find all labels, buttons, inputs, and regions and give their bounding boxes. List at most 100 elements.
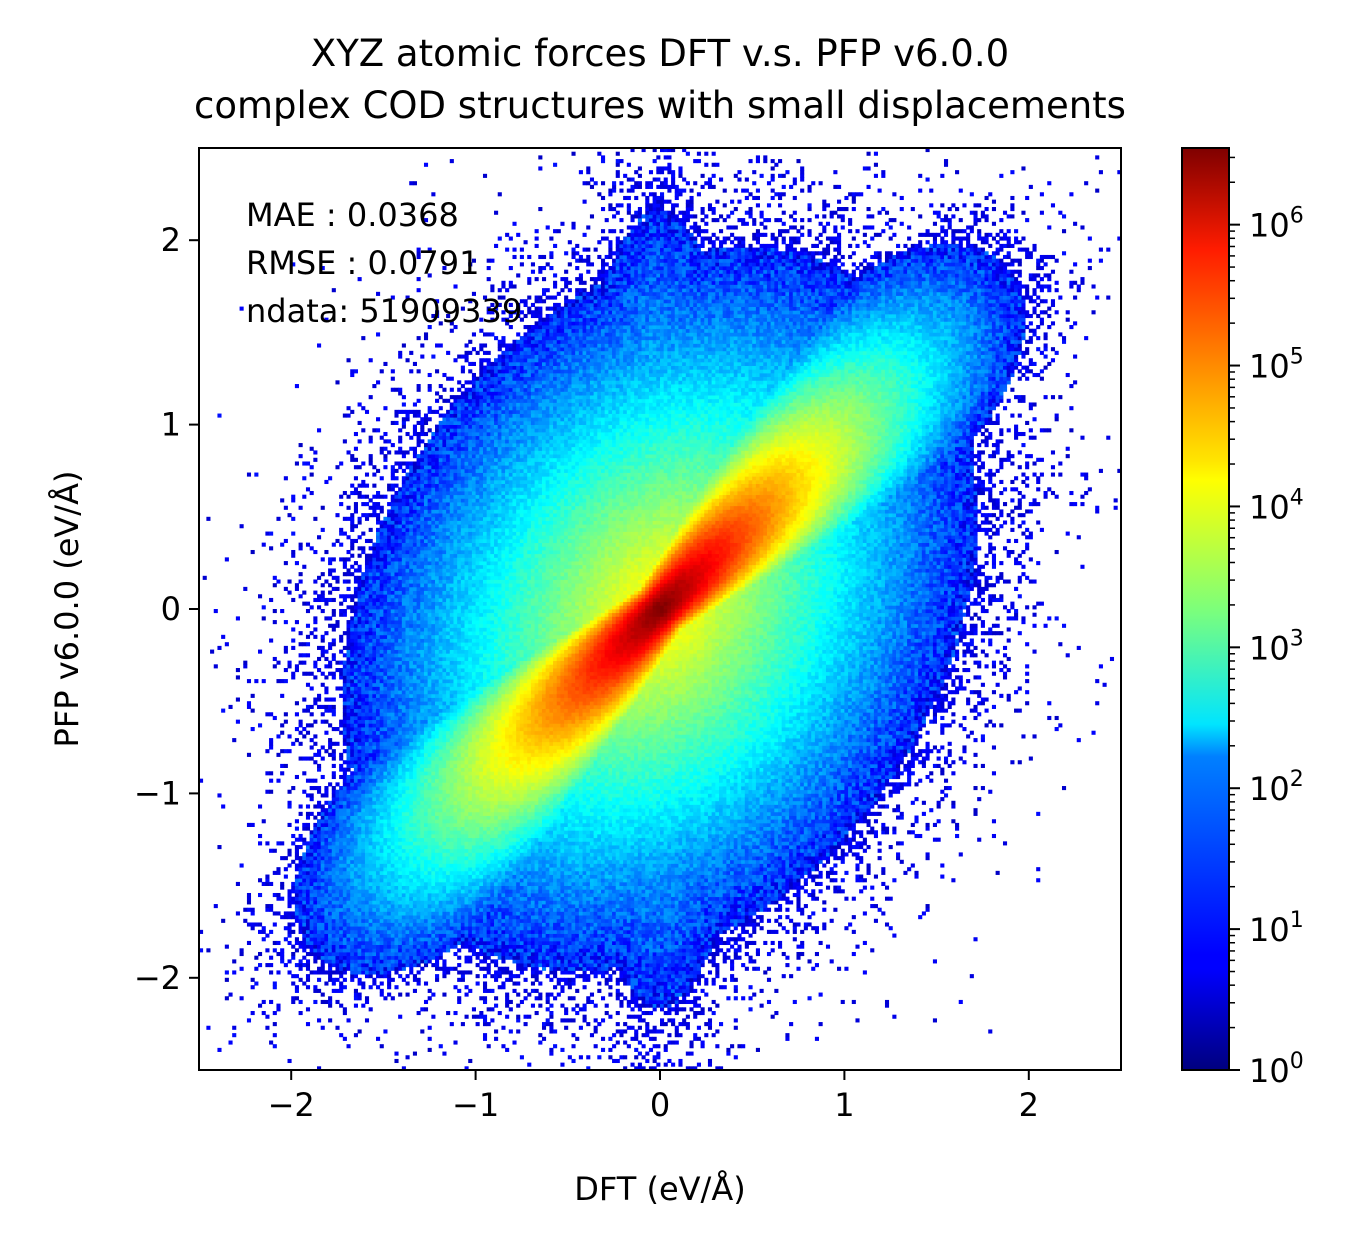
heatmap-bin [420, 719, 425, 724]
heatmap-bin [372, 977, 377, 982]
heatmap-bin [350, 738, 355, 743]
heatmap-bin [438, 822, 443, 827]
heatmap-bin [324, 904, 329, 909]
heatmap-bin [368, 892, 373, 898]
heatmap-bin [401, 822, 406, 827]
heatmap-bin [313, 549, 318, 555]
heatmap-bin [394, 645, 399, 650]
heatmap-bin [357, 594, 362, 599]
heatmap-bin [320, 867, 325, 872]
heatmap-bin [364, 690, 370, 695]
heatmap-bin [416, 815, 421, 820]
heatmap-bin [427, 273, 432, 278]
heatmap-bin [390, 959, 395, 964]
heatmap-bin [383, 719, 388, 724]
heatmap-bin [409, 907, 414, 912]
heatmap-bin [416, 494, 421, 499]
heatmap-bin [383, 874, 388, 879]
heatmap-bin [368, 645, 373, 650]
heatmap-bin [442, 631, 447, 636]
heatmap-bin [291, 951, 296, 957]
heatmap-bin [416, 745, 421, 750]
heatmap-bin [342, 708, 347, 713]
heatmap-bin [376, 966, 381, 971]
heatmap-bin [442, 671, 447, 676]
heatmap-bin [361, 878, 366, 883]
heatmap-bin [390, 715, 395, 721]
chart-subtitle: complex COD structures with small displa… [194, 84, 1126, 127]
heatmap-bin [350, 597, 355, 603]
heatmap-bin [427, 572, 432, 577]
heatmap-bin [364, 811, 370, 816]
heatmap-bin [390, 944, 395, 949]
heatmap-bin [387, 542, 392, 547]
heatmap-bin [350, 745, 355, 750]
heatmap-bin [394, 959, 399, 964]
heatmap-bin [357, 653, 362, 658]
heatmap-bin [372, 900, 377, 905]
heatmap-bin [409, 933, 414, 938]
heatmap-bin [383, 542, 388, 547]
heatmap-bin [409, 911, 414, 916]
heatmap-bin [239, 951, 244, 957]
heatmap-bin [376, 804, 381, 809]
heatmap-bin [302, 642, 307, 647]
heatmap-bin [409, 756, 414, 761]
heatmap-bin [317, 841, 322, 846]
heatmap-bin [357, 642, 362, 647]
heatmap-bin [394, 826, 399, 831]
heatmap-bin [357, 535, 362, 540]
heatmap-bin [353, 841, 358, 846]
heatmap-bin [420, 922, 425, 927]
heatmap-bin [427, 490, 432, 496]
heatmap-bin [438, 926, 443, 931]
heatmap-bin [420, 878, 425, 883]
heatmap-bin [401, 808, 406, 813]
heatmap-bin [364, 745, 370, 750]
heatmap-bin [409, 645, 414, 650]
heatmap-bin [361, 833, 366, 839]
heatmap-bin [320, 774, 325, 780]
heatmap-bin [372, 590, 377, 595]
heatmap-bin [372, 745, 377, 750]
heatmap-bin [324, 675, 329, 680]
heatmap-bin [383, 564, 388, 569]
heatmap-bin [361, 631, 366, 636]
heatmap-bin [328, 704, 333, 709]
heatmap-bin [379, 793, 384, 798]
heatmap-bin [398, 793, 403, 798]
heatmap-bin [379, 653, 384, 658]
heatmap-bin [298, 896, 303, 901]
heatmap-bin [346, 668, 351, 673]
heatmap-bin [376, 597, 381, 603]
heatmap-bin [412, 546, 417, 551]
heatmap-bin [416, 723, 421, 728]
heatmap-bin [342, 1010, 347, 1016]
heatmap-bin [346, 848, 351, 853]
heatmap-bin [224, 996, 229, 1001]
heatmap-bin [394, 557, 399, 562]
heatmap-bin [342, 572, 347, 577]
heatmap-bin [353, 756, 358, 761]
heatmap-bin [394, 852, 399, 857]
heatmap-bin [372, 881, 377, 886]
heatmap-bin [376, 715, 381, 721]
heatmap-bin [394, 498, 399, 503]
heatmap-bin [376, 686, 381, 691]
heatmap-bin [287, 904, 292, 909]
heatmap-bin [420, 472, 425, 477]
heatmap-bin [442, 900, 447, 905]
heatmap-bin [372, 682, 377, 687]
heatmap-bin [442, 819, 447, 824]
heatmap-bin [416, 561, 421, 566]
heatmap-bin [420, 727, 425, 732]
heatmap-bin [379, 797, 384, 802]
heatmap-bin [353, 797, 358, 802]
heatmap-bin [376, 516, 381, 521]
heatmap-bin [442, 734, 447, 739]
heatmap-bin [379, 992, 384, 997]
heatmap-bin [309, 686, 314, 691]
heatmap-bin [272, 620, 277, 625]
heatmap-bin [335, 815, 340, 820]
heatmap-bin [376, 623, 381, 628]
